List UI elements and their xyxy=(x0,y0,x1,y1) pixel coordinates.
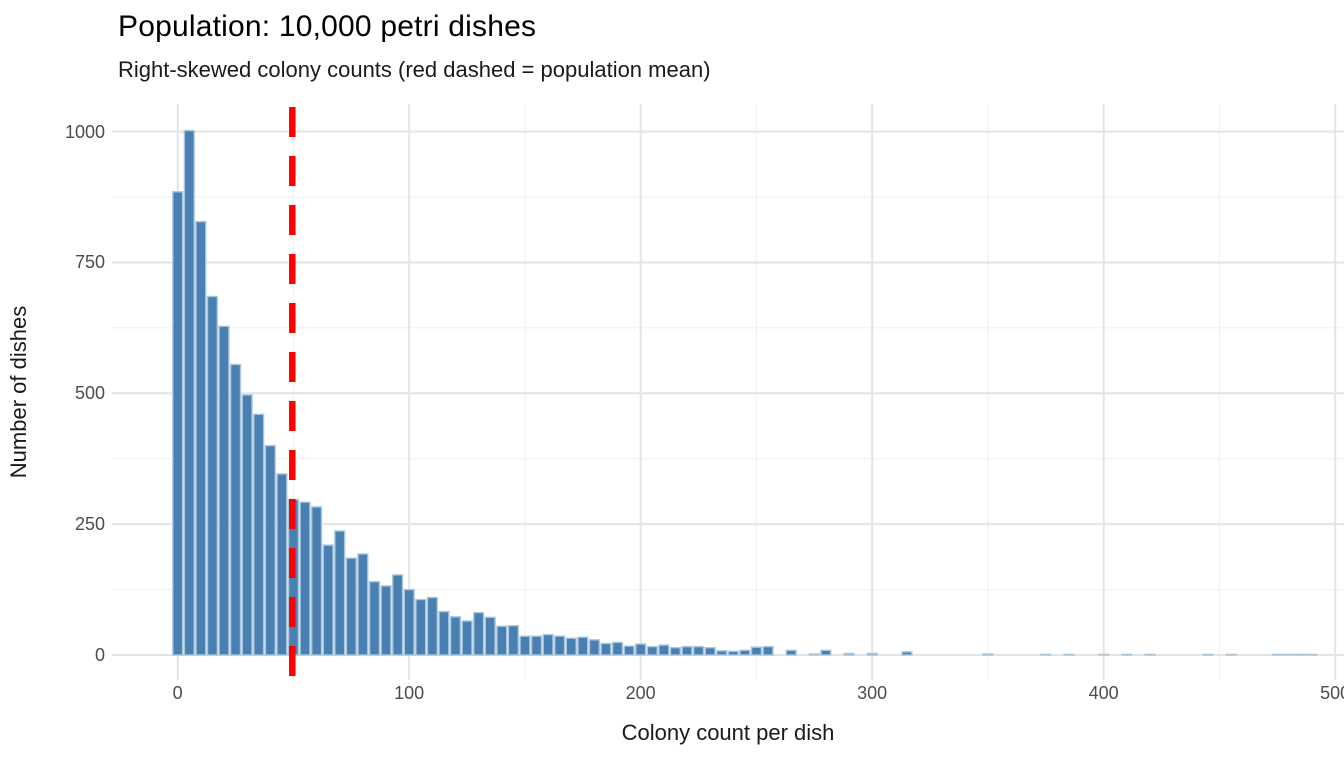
histogram-bar xyxy=(1283,653,1295,656)
histogram-bar xyxy=(1144,653,1156,656)
histogram-bar xyxy=(611,641,624,656)
histogram-bar xyxy=(982,653,994,656)
y-tick-label: 750 xyxy=(74,252,105,273)
y-tick-label: 0 xyxy=(94,645,105,665)
histogram-bar xyxy=(704,646,716,656)
histogram-bar xyxy=(264,444,276,656)
chart-subtitle: Right-skewed colony counts (red dashed =… xyxy=(118,57,711,82)
histogram-bar xyxy=(866,652,878,656)
histogram-bar xyxy=(750,646,763,656)
histogram-bar xyxy=(820,649,832,656)
histogram-bar xyxy=(183,129,195,656)
histogram-bar xyxy=(449,616,462,656)
x-axis-title: Colony count per dish xyxy=(621,720,835,745)
histogram-bar xyxy=(727,650,739,656)
y-tick-label: 250 xyxy=(74,514,105,535)
histogram-bar xyxy=(681,645,693,656)
y-tick-label: 1000 xyxy=(64,121,105,142)
histogram-bar xyxy=(600,642,612,656)
y-tick-label: 500 xyxy=(74,383,105,404)
histogram-bar xyxy=(253,413,265,656)
x-tick-label: 400 xyxy=(1088,683,1119,703)
histogram-bar xyxy=(843,652,855,656)
x-tick-label: 100 xyxy=(394,683,425,703)
histogram-bar xyxy=(403,588,415,656)
histogram-bar xyxy=(461,620,473,656)
histogram-bar xyxy=(218,325,230,656)
x-tick-label: 0 xyxy=(172,683,183,703)
histogram-bar xyxy=(658,644,670,656)
histogram-bar xyxy=(762,645,774,656)
histogram-bar xyxy=(554,635,566,656)
histogram-bar xyxy=(901,651,913,656)
x-tick-label: 300 xyxy=(857,683,888,703)
histogram-bar xyxy=(229,363,242,656)
histogram-bar xyxy=(299,501,311,656)
histogram-bar xyxy=(1306,653,1318,656)
histogram-bar xyxy=(530,635,543,656)
histogram-bar xyxy=(1294,653,1307,656)
histogram-bar xyxy=(1225,653,1237,656)
histogram-bar xyxy=(345,557,357,656)
histogram-bar xyxy=(276,473,288,656)
histogram-bar xyxy=(1098,653,1110,656)
histogram-bar xyxy=(380,585,392,656)
histogram-bar xyxy=(1121,653,1133,656)
histogram-bar xyxy=(1271,653,1283,656)
histogram-bar xyxy=(368,581,381,656)
histogram-bar xyxy=(577,636,589,656)
histogram-bar xyxy=(692,645,705,656)
histogram-bar xyxy=(588,639,601,656)
histogram-bar xyxy=(646,645,658,656)
histogram-bar xyxy=(496,625,508,656)
x-tick-label: 200 xyxy=(625,683,656,703)
histogram-bar xyxy=(519,635,531,656)
histogram-bar xyxy=(635,643,647,656)
histogram-bar xyxy=(241,394,253,656)
histogram-bar xyxy=(172,191,184,656)
x-tick-label: 500 xyxy=(1320,683,1344,703)
histogram-bar xyxy=(415,598,427,656)
histogram-bar xyxy=(195,220,207,656)
histogram-bar xyxy=(507,624,519,656)
histogram-bar xyxy=(357,553,369,656)
histogram-bar xyxy=(392,574,404,656)
histogram-bar xyxy=(484,616,496,656)
histogram-bar xyxy=(1063,653,1075,656)
histogram-bar xyxy=(785,649,797,656)
histogram-bar xyxy=(542,633,554,656)
histogram-bar xyxy=(1040,653,1052,656)
histogram-bar xyxy=(669,646,682,656)
histogram-bar xyxy=(322,544,334,656)
chart-title: Population: 10,000 petri dishes xyxy=(118,10,537,43)
histogram-bar xyxy=(808,653,820,656)
histogram-bar xyxy=(716,650,728,656)
histogram-bar xyxy=(565,637,577,656)
histogram-bar xyxy=(206,295,219,656)
histogram-bar xyxy=(1202,653,1214,656)
histogram-bar xyxy=(426,596,438,656)
histogram-bar xyxy=(739,649,751,656)
histogram-bar xyxy=(623,645,635,656)
histogram-bar xyxy=(334,530,346,656)
histogram-bar xyxy=(311,506,323,656)
histogram-bar xyxy=(438,610,450,656)
histogram-bar xyxy=(473,611,485,656)
